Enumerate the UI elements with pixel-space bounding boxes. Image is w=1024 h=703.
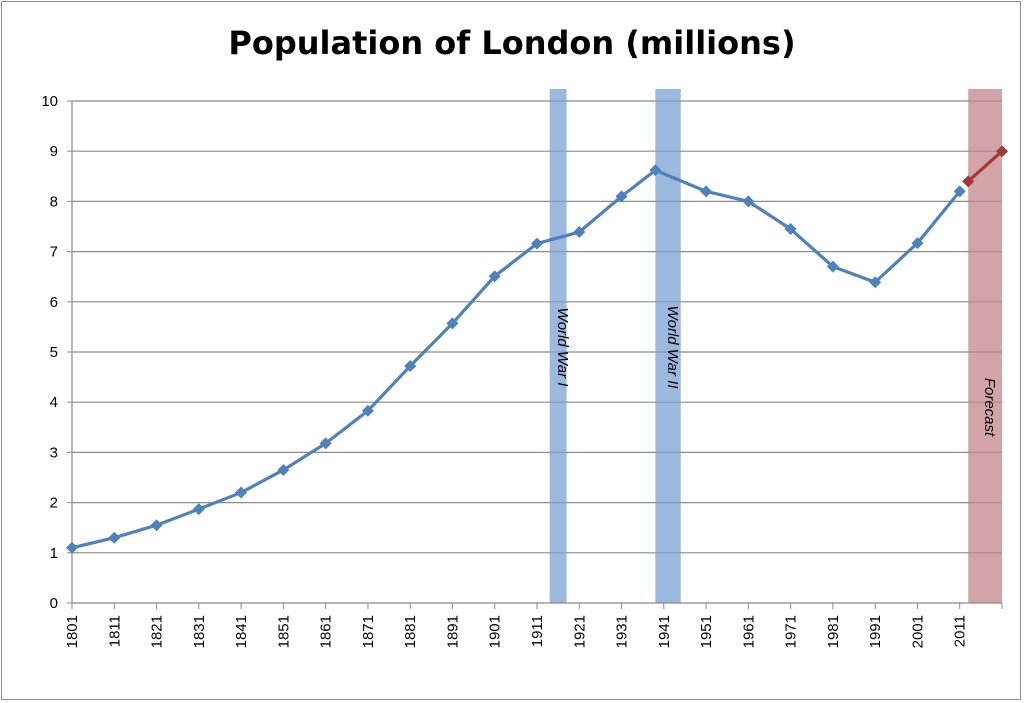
- data-point: [361, 404, 374, 417]
- data-point: [531, 237, 543, 250]
- x-tick-label: 1831: [191, 615, 208, 648]
- y-tick-label: 8: [50, 193, 58, 210]
- data-point: [192, 503, 205, 516]
- data-point: [700, 185, 713, 198]
- y-tick-label: 7: [50, 244, 58, 261]
- band-label: Forecast: [981, 378, 998, 437]
- x-tick-label: 1901: [487, 615, 504, 648]
- data-point: [446, 317, 459, 330]
- y-tick-label: 1: [50, 545, 58, 562]
- x-tick-label: 1991: [867, 615, 884, 648]
- data-point: [573, 226, 586, 239]
- y-tick-label: 2: [50, 495, 58, 512]
- x-tick-label: 1881: [402, 615, 419, 648]
- x-tick-label: 1961: [740, 615, 757, 648]
- x-tick-label: 1811: [106, 615, 123, 647]
- x-tick-label: 1931: [614, 615, 631, 648]
- data-point: [277, 463, 290, 476]
- data-point: [488, 270, 501, 283]
- data-point: [319, 437, 332, 450]
- data-point: [742, 195, 755, 208]
- data-point: [649, 164, 662, 177]
- data-point: [66, 541, 78, 554]
- x-tick-label: 1971: [783, 615, 800, 648]
- x-tick-label: 1911: [529, 615, 546, 647]
- chart-title: Population of London (millions): [228, 24, 796, 62]
- data-point: [826, 260, 839, 273]
- y-tick-label: 10: [41, 93, 58, 110]
- y-tick-label: 5: [50, 344, 58, 361]
- x-tick-label: 1851: [275, 615, 292, 648]
- x-tick-label: 1951: [698, 615, 715, 648]
- y-tick-label: 9: [50, 143, 58, 160]
- y-tick-label: 6: [50, 294, 58, 311]
- y-tick-label: 4: [50, 394, 58, 411]
- x-tick-label: 1821: [149, 615, 166, 648]
- data-point: [615, 190, 628, 203]
- data-point: [150, 519, 163, 532]
- x-tick-label: 2011: [952, 615, 969, 647]
- x-tick-label: 1841: [233, 615, 250, 648]
- band-1: [549, 89, 567, 603]
- band-label: World War II: [664, 305, 681, 388]
- data-point: [404, 360, 417, 373]
- x-tick-label: 1891: [444, 615, 461, 648]
- x-tick-label: 1941: [656, 615, 673, 648]
- x-tick-label: 1871: [360, 615, 377, 648]
- x-tick-label: 1921: [571, 615, 588, 648]
- x-tick-label: 2001: [909, 615, 926, 648]
- y-tick-label: 3: [50, 444, 58, 461]
- y-tick-label: 0: [50, 595, 58, 612]
- x-tick-label: 1861: [318, 615, 335, 648]
- series-line-2: [967, 150, 1004, 183]
- data-point: [869, 276, 882, 289]
- data-point: [235, 486, 248, 499]
- series-line-1: [71, 168, 961, 550]
- data-point: [911, 237, 924, 250]
- x-tick-label: 1981: [825, 615, 842, 648]
- band-label: World War I: [554, 308, 571, 387]
- data-point: [953, 185, 966, 198]
- data-point: [108, 531, 121, 544]
- data-point: [962, 175, 975, 188]
- data-point: [996, 145, 1008, 158]
- x-tick-label: 1801: [64, 615, 81, 648]
- data-point: [784, 223, 797, 236]
